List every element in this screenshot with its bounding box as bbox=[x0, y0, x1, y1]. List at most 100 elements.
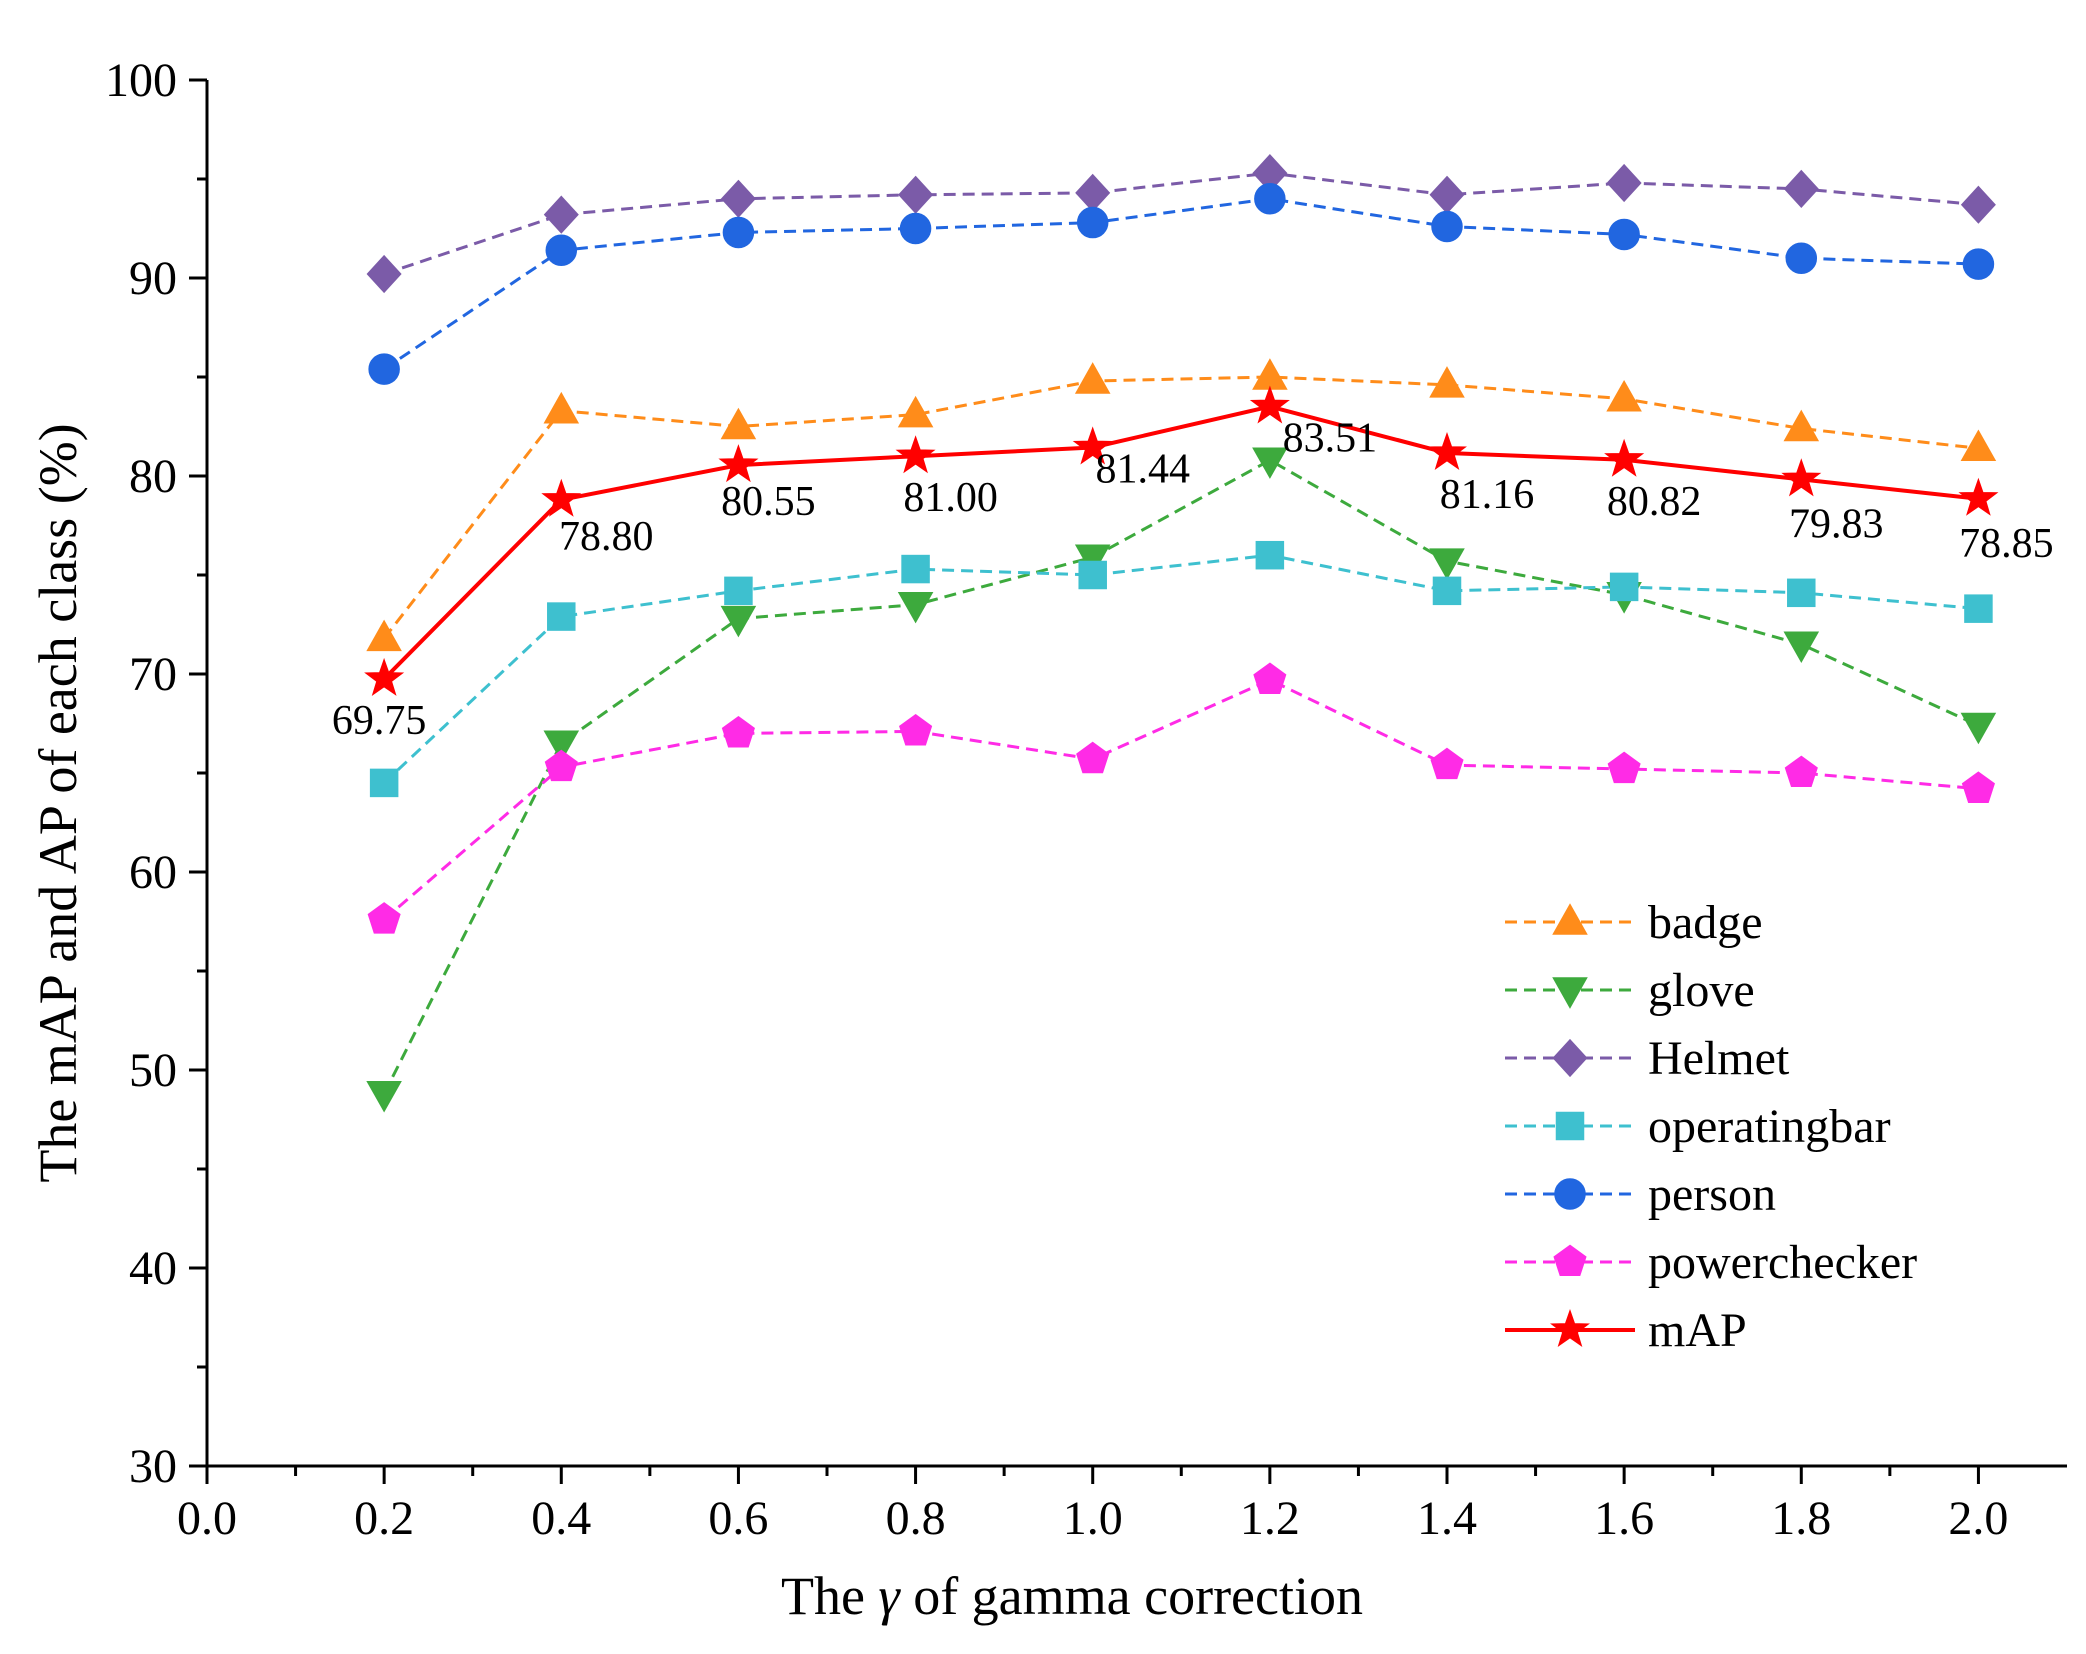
data-point-powerchecker bbox=[1430, 747, 1464, 780]
data-point-map bbox=[895, 435, 936, 474]
data-point-helmet bbox=[1960, 185, 1996, 224]
data-point-glove bbox=[897, 591, 934, 624]
data-label-map: 79.83 bbox=[1789, 501, 1884, 547]
data-point-map bbox=[718, 444, 759, 483]
data-point-map bbox=[1427, 432, 1467, 471]
series-line-helmet bbox=[383, 171, 1979, 276]
x-axis-title: The γ of gamma correction bbox=[781, 1566, 1363, 1626]
data-point-helmet bbox=[1783, 169, 1819, 209]
legend-item-helmet: Helmet bbox=[1505, 1032, 1790, 1085]
legend-item-glove: glove bbox=[1505, 964, 1755, 1017]
x-tick-label: 1.0 bbox=[1063, 1492, 1123, 1545]
data-point-powerchecker bbox=[1607, 751, 1641, 784]
data-point-glove bbox=[1429, 548, 1465, 580]
legend-item-person: person bbox=[1505, 1168, 1776, 1221]
series-markers bbox=[364, 153, 1999, 1113]
data-point-helmet bbox=[1429, 175, 1465, 214]
data-point-helmet bbox=[543, 195, 579, 234]
data-point-person bbox=[1608, 218, 1640, 251]
legend-marker bbox=[1553, 1244, 1587, 1277]
data-point-helmet bbox=[898, 175, 934, 214]
data-point-glove bbox=[1783, 631, 1820, 664]
data-point-glove bbox=[366, 1081, 402, 1113]
legend-item-operatingbar: operatingbar bbox=[1505, 1100, 1891, 1153]
data-point-map bbox=[1249, 385, 1290, 424]
y-tick-label: 30 bbox=[129, 1440, 177, 1493]
data-point-powerchecker bbox=[1076, 741, 1110, 774]
y-tick-label: 40 bbox=[129, 1242, 177, 1295]
data-label-map: 80.55 bbox=[721, 479, 816, 525]
data-point-person bbox=[1076, 206, 1109, 239]
legend: badge glove Helmet operatingbar person powerc… bbox=[1505, 896, 1917, 1357]
data-point-person bbox=[1254, 183, 1286, 215]
series-line-glove bbox=[382, 458, 1980, 1095]
data-point-badge bbox=[1429, 366, 1465, 398]
x-tick-label: 0.6 bbox=[708, 1492, 768, 1545]
series-line-person bbox=[383, 197, 1979, 371]
data-label-map: 80.82 bbox=[1607, 479, 1702, 525]
data-point-operatingbar bbox=[724, 576, 753, 606]
legend-item-powerchecker: powerchecker bbox=[1505, 1236, 1917, 1289]
data-point-glove bbox=[1074, 544, 1111, 576]
data-point-powerchecker bbox=[721, 715, 755, 748]
data-point-powerchecker bbox=[1961, 771, 1995, 803]
data-point-badge bbox=[1606, 379, 1642, 412]
legend-marker bbox=[1554, 1178, 1586, 1210]
data-point-person bbox=[1785, 242, 1818, 274]
data-point-operatingbar bbox=[369, 768, 399, 798]
series-line-badge bbox=[382, 375, 1979, 640]
series-line-map bbox=[382, 404, 1979, 681]
data-point-badge bbox=[366, 619, 402, 652]
data-point-helmet bbox=[1606, 163, 1642, 203]
data-point-powerchecker bbox=[1253, 662, 1287, 695]
y-axis-title: The mAP and AP of each class (%) bbox=[28, 423, 88, 1182]
legend-label: powerchecker bbox=[1648, 1236, 1917, 1289]
data-point-person bbox=[545, 234, 578, 267]
data-point-helmet bbox=[1075, 173, 1111, 213]
data-point-helmet bbox=[366, 254, 402, 294]
y-tick-label: 60 bbox=[129, 846, 177, 899]
legend-marker bbox=[1555, 1111, 1585, 1141]
data-point-person bbox=[368, 353, 400, 385]
y-tick-label: 70 bbox=[129, 648, 177, 701]
data-point-map bbox=[541, 478, 582, 517]
data-point-powerchecker bbox=[544, 749, 578, 782]
series-line-operatingbar bbox=[383, 553, 1979, 784]
data-point-map bbox=[1604, 438, 1645, 477]
data-point-badge bbox=[1960, 429, 1997, 462]
data-point-operatingbar bbox=[1432, 576, 1462, 606]
series-line-powerchecker bbox=[383, 678, 1979, 921]
x-tick-label: 0.4 bbox=[531, 1492, 591, 1545]
data-point-person bbox=[899, 212, 932, 245]
data-point-map bbox=[1072, 426, 1113, 465]
data-label-map: 78.80 bbox=[559, 514, 654, 560]
legend-label: mAP bbox=[1648, 1304, 1747, 1357]
data-point-person bbox=[1431, 210, 1463, 243]
legend-label: operatingbar bbox=[1648, 1100, 1891, 1153]
data-point-operatingbar bbox=[1255, 540, 1285, 570]
x-tick-label: 0.0 bbox=[177, 1492, 237, 1545]
series-lines bbox=[382, 171, 1980, 1095]
legend-item-badge: badge bbox=[1505, 896, 1763, 949]
data-point-person bbox=[1962, 248, 1995, 280]
x-tick-label: 2.0 bbox=[1948, 1492, 2008, 1545]
data-point-operatingbar bbox=[901, 554, 930, 584]
data-point-glove bbox=[1960, 712, 1997, 745]
legend-label: Helmet bbox=[1648, 1032, 1790, 1085]
x-tick-label: 1.4 bbox=[1417, 1492, 1477, 1545]
data-point-badge bbox=[897, 395, 934, 428]
data-point-person bbox=[722, 216, 755, 249]
legend-marker bbox=[1550, 1309, 1590, 1348]
legend-marker bbox=[1552, 903, 1588, 935]
data-point-map bbox=[1781, 458, 1822, 497]
x-tick-label: 1.2 bbox=[1240, 1492, 1300, 1545]
data-point-powerchecker bbox=[367, 902, 401, 934]
y-tick-label: 90 bbox=[129, 252, 177, 305]
data-label-map: 81.44 bbox=[1095, 446, 1190, 492]
data-point-operatingbar bbox=[547, 602, 576, 631]
data-point-operatingbar bbox=[1609, 572, 1639, 602]
legend-label: badge bbox=[1648, 896, 1763, 949]
data-point-powerchecker bbox=[899, 713, 933, 746]
x-tick-label: 1.8 bbox=[1771, 1492, 1831, 1545]
